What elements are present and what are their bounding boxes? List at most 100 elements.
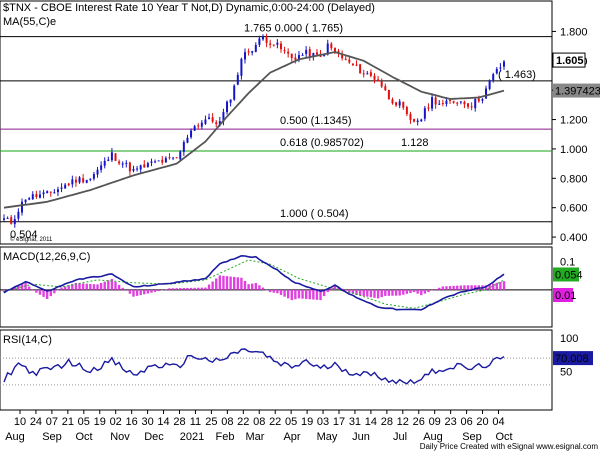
macd-layer: 0.10.054 0.01 xyxy=(0,254,583,311)
candle-body xyxy=(459,101,462,103)
candle-body xyxy=(38,194,41,198)
price-y-tick-label: 0.400 xyxy=(560,232,588,244)
macd-histogram-bar xyxy=(31,289,34,291)
macd-histogram-bar xyxy=(125,289,128,291)
macd-histogram-bar xyxy=(412,289,416,293)
candle-body xyxy=(265,37,268,43)
candle-body xyxy=(254,44,257,52)
candle-body xyxy=(499,67,502,69)
candle-body xyxy=(64,184,67,189)
macd-histogram-bar xyxy=(384,289,387,296)
macd-histogram-bar xyxy=(197,287,200,290)
macd-histogram-bar xyxy=(308,289,311,300)
macd-histogram-bar xyxy=(71,284,74,290)
candle-body xyxy=(60,187,63,189)
macd-histogram-bar xyxy=(463,285,466,290)
macd-histogram-bar xyxy=(240,277,243,290)
macd-histogram-bar xyxy=(438,287,441,290)
candle-body xyxy=(384,86,387,91)
macd-histogram-bar xyxy=(312,289,315,300)
candle-body xyxy=(218,121,221,126)
macd-histogram-bar xyxy=(322,289,326,297)
candle-body xyxy=(114,153,117,161)
macd-histogram-bar xyxy=(391,289,394,296)
macd-histogram-bar xyxy=(38,289,42,295)
x-month-label: Jun xyxy=(352,431,370,443)
candle-body xyxy=(297,55,300,61)
candle-body xyxy=(46,191,49,194)
price-y-tick-label: 0.600 xyxy=(560,203,588,215)
x-tick-label: 26 xyxy=(413,416,425,428)
candle-body xyxy=(107,159,110,161)
macd-histogram-bar xyxy=(394,289,398,296)
macd-histogram-bar xyxy=(286,289,290,299)
macd-histogram-bar xyxy=(27,286,31,290)
macd-histogram-bar xyxy=(402,289,405,295)
candle-body xyxy=(67,183,70,186)
x-tick-label: 23 xyxy=(445,416,457,428)
candle-body xyxy=(103,160,106,166)
axis-layer: 10 24 07 21 05 19 02 16 30 14 28 11 25 08 22 08 22 05 19 03… xyxy=(5,410,513,443)
candle-body xyxy=(204,119,207,124)
candle-body xyxy=(258,38,261,45)
candle-body xyxy=(305,49,308,54)
candle-body xyxy=(359,64,362,74)
last-price-label: 1.605 xyxy=(556,55,584,67)
macd-histogram-bar xyxy=(405,289,409,294)
candle-body xyxy=(96,169,99,175)
macd-histogram-bar xyxy=(236,277,240,290)
price-layer: 1.8001.6001.4001.2001.0000.8000.6000.400… xyxy=(0,23,600,244)
macd-histogram-bar xyxy=(60,287,63,290)
macd-histogram-bar xyxy=(139,289,142,296)
candle-body xyxy=(467,103,470,107)
macd-histogram-bar xyxy=(218,275,222,290)
macd-histogram-bar xyxy=(150,289,153,293)
ma-legend: MA(55,C)e xyxy=(3,16,56,28)
macd-histogram-bar xyxy=(24,282,27,290)
macd-histogram-bar xyxy=(387,289,391,296)
x-month-label: Oct xyxy=(75,431,92,443)
candle-body xyxy=(398,101,401,106)
candle-body xyxy=(495,68,498,74)
fib-level-label: 1.000 ( 0.504) xyxy=(280,208,349,220)
candle-body xyxy=(427,107,430,109)
candle-body xyxy=(380,81,383,87)
x-tick-label: 12 xyxy=(397,416,409,428)
macd-histogram-bar xyxy=(107,280,110,290)
candle-body xyxy=(348,59,351,63)
macd-histogram-bar xyxy=(337,286,340,290)
macd-histogram-bar xyxy=(215,278,218,290)
candle-body xyxy=(157,160,160,162)
macd-histogram-bar xyxy=(103,281,106,290)
candle-body xyxy=(341,54,344,59)
candle-body xyxy=(445,100,448,105)
x-month-label: May xyxy=(317,431,338,443)
candle-body xyxy=(13,219,16,225)
macd-histogram-bar xyxy=(67,285,70,290)
candle-body xyxy=(226,101,229,113)
macd-histogram-bar xyxy=(204,287,207,290)
macd-histogram-bar xyxy=(128,289,132,294)
candle-body xyxy=(272,44,275,46)
candle-body xyxy=(215,122,218,125)
rsi-y-tick-label: 50 xyxy=(560,367,572,379)
candle-body xyxy=(441,103,444,105)
candle-body xyxy=(290,53,293,59)
macd-histogram-bar xyxy=(466,285,470,290)
macd-y-tick-label: 0.1 xyxy=(560,256,575,268)
macd-histogram-bar xyxy=(268,289,272,293)
macd-histogram-bar xyxy=(459,285,463,290)
macd-histogram-bar xyxy=(168,288,171,290)
x-tick-label: 08 xyxy=(253,416,265,428)
macd-histogram-bar xyxy=(96,284,99,290)
macd-histogram-bar xyxy=(56,289,60,291)
rsi-panel-frame xyxy=(0,329,553,411)
candle-body xyxy=(434,97,437,105)
macd-histogram-bar xyxy=(233,276,236,290)
macd-histogram-bar xyxy=(420,289,423,296)
chart-title: $TNX - CBOE Interest Rate 10 Year T Not,… xyxy=(3,2,375,14)
fib-level-label: 0.618 (0.985702) xyxy=(280,137,364,149)
macd-histogram-bar xyxy=(243,280,247,290)
x-tick-label: 28 xyxy=(173,416,185,428)
macd-histogram-bar xyxy=(132,289,135,297)
